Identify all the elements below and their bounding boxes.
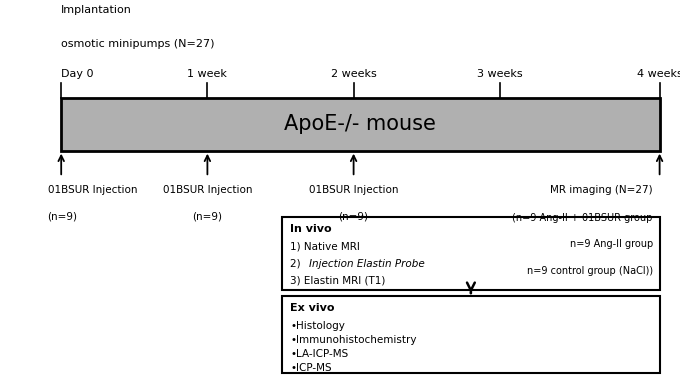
Text: Ex vivo: Ex vivo [290, 303, 335, 313]
Bar [282, 217, 660, 290]
Text: 01BSUR Injection: 01BSUR Injection [163, 185, 252, 195]
Text: In vivo: In vivo [290, 224, 332, 234]
Text: 1) Native MRI: 1) Native MRI [290, 242, 360, 252]
Text: osmotic minipumps (N=27): osmotic minipumps (N=27) [61, 39, 215, 49]
Text: 01BSUR Injection: 01BSUR Injection [48, 185, 137, 195]
Text: (n=9): (n=9) [339, 211, 369, 221]
Text: •LA-ICP-MS: •LA-ICP-MS [290, 349, 349, 359]
Text: Implantation: Implantation [61, 5, 132, 15]
Text: •ICP-MS: •ICP-MS [290, 363, 332, 373]
Text: 2 weeks: 2 weeks [330, 69, 377, 79]
Text: 01BSUR Injection: 01BSUR Injection [309, 185, 398, 195]
Text: 3) Elastin MRI (T1): 3) Elastin MRI (T1) [290, 276, 386, 286]
Text: n=9 control group (NaCl)): n=9 control group (NaCl)) [527, 266, 653, 276]
Bar [282, 296, 660, 373]
Text: 4 weeks: 4 weeks [636, 69, 680, 79]
Text: 1 week: 1 week [188, 69, 227, 79]
Text: MR imaging (N=27): MR imaging (N=27) [550, 185, 653, 195]
Text: 3 weeks: 3 weeks [477, 69, 523, 79]
Text: •Immunohistochemistry: •Immunohistochemistry [290, 335, 417, 345]
Text: Day 0: Day 0 [61, 69, 94, 79]
Text: 2): 2) [290, 259, 304, 269]
Text: (n=9): (n=9) [48, 211, 78, 221]
Text: ApoE-/- mouse: ApoE-/- mouse [284, 114, 437, 135]
Text: (n=9 Ang-II + 01BSUR group: (n=9 Ang-II + 01BSUR group [513, 213, 653, 223]
Text: n=9 Ang-II group: n=9 Ang-II group [570, 239, 653, 250]
Text: Injection Elastin Probe: Injection Elastin Probe [309, 259, 425, 269]
Text: •Histology: •Histology [290, 321, 345, 331]
Bar [61, 98, 660, 151]
Text: (n=9): (n=9) [192, 211, 222, 221]
